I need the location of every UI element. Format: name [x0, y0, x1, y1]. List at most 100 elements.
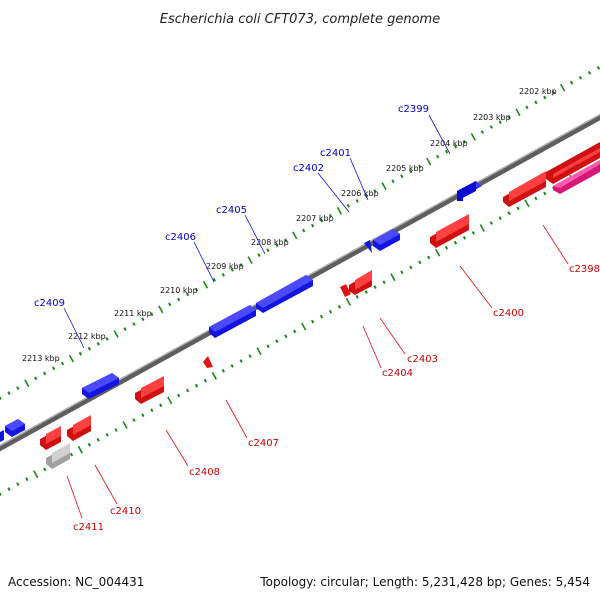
- minor-tick: [168, 302, 172, 307]
- minor-tick: [0, 492, 2, 496]
- map-title: Escherichia coli CFT073, complete genome: [160, 12, 440, 27]
- minor-tick: [114, 428, 118, 432]
- gene-c2400-a[interactable]: [503, 171, 546, 207]
- minor-tick: [141, 413, 145, 418]
- gene-c2401[interactable]: [373, 229, 400, 251]
- outer-tick-track: [0, 66, 600, 400]
- minor-tick: [364, 290, 368, 294]
- gene-label[interactable]: c2404: [382, 368, 413, 379]
- minor-tick: [400, 174, 404, 179]
- gene-blue-edge-2[interactable]: [0, 430, 4, 442]
- kbp-label: 2202 kbp: [519, 87, 557, 96]
- gene-label[interactable]: c2405: [216, 205, 247, 216]
- gene-label[interactable]: c2402: [293, 163, 324, 174]
- kbp-label: 2206 kbp: [341, 189, 379, 198]
- gene-label[interactable]: c2407: [248, 438, 279, 449]
- minor-tick: [185, 388, 190, 393]
- minor-tick: [51, 366, 56, 371]
- gene-c2400[interactable]: [430, 214, 469, 248]
- minor-tick: [462, 139, 467, 144]
- gene-red-edge[interactable]: [40, 426, 61, 450]
- minor-tick: [302, 228, 306, 233]
- major-tick: [435, 248, 441, 257]
- gene-c2405[interactable]: [256, 275, 313, 313]
- minor-tick: [16, 386, 20, 390]
- gene-pink[interactable]: [553, 160, 600, 194]
- kbp-label: 2207 kbp: [296, 214, 334, 223]
- gene-c2404[interactable]: [340, 284, 351, 297]
- minor-tick: [328, 309, 333, 314]
- minor-tick: [400, 270, 404, 275]
- minor-tick: [489, 125, 493, 129]
- minor-tick: [453, 240, 458, 245]
- gene-label[interactable]: c2411: [73, 522, 104, 533]
- minor-tick: [7, 487, 11, 491]
- minor-tick: [266, 344, 270, 349]
- gene-label[interactable]: c2398: [569, 264, 600, 275]
- minor-tick: [391, 179, 395, 184]
- major-tick: [301, 322, 307, 331]
- gene-label[interactable]: c2403: [407, 354, 438, 365]
- minor-tick: [177, 393, 181, 398]
- minor-tick: [543, 191, 547, 196]
- gene-c2398[interactable]: [546, 142, 600, 184]
- minor-tick: [212, 277, 216, 282]
- gene-c2403[interactable]: [349, 270, 372, 295]
- minor-tick: [596, 66, 600, 70]
- minor-tick: [105, 337, 109, 341]
- kbp-label: 2210 kbp: [160, 286, 198, 295]
- minor-tick: [569, 80, 574, 85]
- gene-c2408[interactable]: [135, 376, 164, 404]
- minor-tick: [123, 327, 127, 331]
- gene-c2399[interactable]: [457, 181, 482, 201]
- minor-tick: [480, 130, 484, 134]
- gene-label[interactable]: c2400: [493, 308, 524, 319]
- minor-tick: [7, 391, 11, 395]
- major-tick: [390, 273, 396, 282]
- minor-tick: [578, 75, 583, 80]
- minor-tick: [319, 218, 324, 223]
- gene-c2411[interactable]: [46, 443, 70, 469]
- minor-tick: [328, 213, 333, 218]
- minor-tick: [534, 100, 538, 105]
- minor-tick: [230, 268, 234, 272]
- gene-label[interactable]: c2410: [110, 506, 141, 517]
- gene-label[interactable]: c2399: [398, 104, 429, 115]
- minor-tick: [319, 314, 324, 319]
- minor-tick: [418, 164, 422, 169]
- minor-tick: [284, 334, 288, 339]
- major-tick: [77, 445, 83, 454]
- minor-tick: [436, 154, 440, 159]
- minor-tick: [525, 105, 529, 110]
- gene-c2402[interactable]: [364, 240, 372, 253]
- minor-tick: [87, 442, 91, 447]
- forward-genes: [0, 181, 482, 442]
- minor-tick: [284, 238, 288, 243]
- minor-tick: [194, 287, 199, 292]
- gene-blue-edge-1[interactable]: [5, 419, 25, 437]
- minor-tick: [194, 383, 199, 388]
- gene-label[interactable]: c2401: [320, 148, 351, 159]
- gene-c2406[interactable]: [209, 305, 256, 338]
- minor-tick: [587, 70, 592, 75]
- minor-tick: [60, 361, 65, 366]
- major-tick: [113, 330, 119, 338]
- gene-label[interactable]: c2408: [189, 467, 220, 478]
- kbp-labels: 2202 kbp 2203 kbp 2204 kbp 2205 kbp 2206…: [22, 87, 557, 363]
- gene-c2409[interactable]: [82, 373, 119, 399]
- gene-label[interactable]: c2409: [34, 298, 65, 309]
- major-tick: [202, 280, 209, 289]
- minor-tick: [507, 115, 511, 120]
- minor-tick: [132, 418, 136, 422]
- minor-tick: [453, 144, 458, 149]
- minor-tick: [355, 295, 359, 299]
- gene-c2407[interactable]: [203, 356, 213, 368]
- minor-tick: [96, 341, 100, 346]
- reverse-genes: [40, 142, 600, 469]
- minor-tick: [132, 322, 136, 326]
- minor-tick: [25, 477, 29, 482]
- gene-c2410[interactable]: [67, 415, 91, 441]
- major-tick: [33, 470, 39, 479]
- major-tick: [292, 231, 298, 240]
- gene-label[interactable]: c2406: [165, 232, 196, 243]
